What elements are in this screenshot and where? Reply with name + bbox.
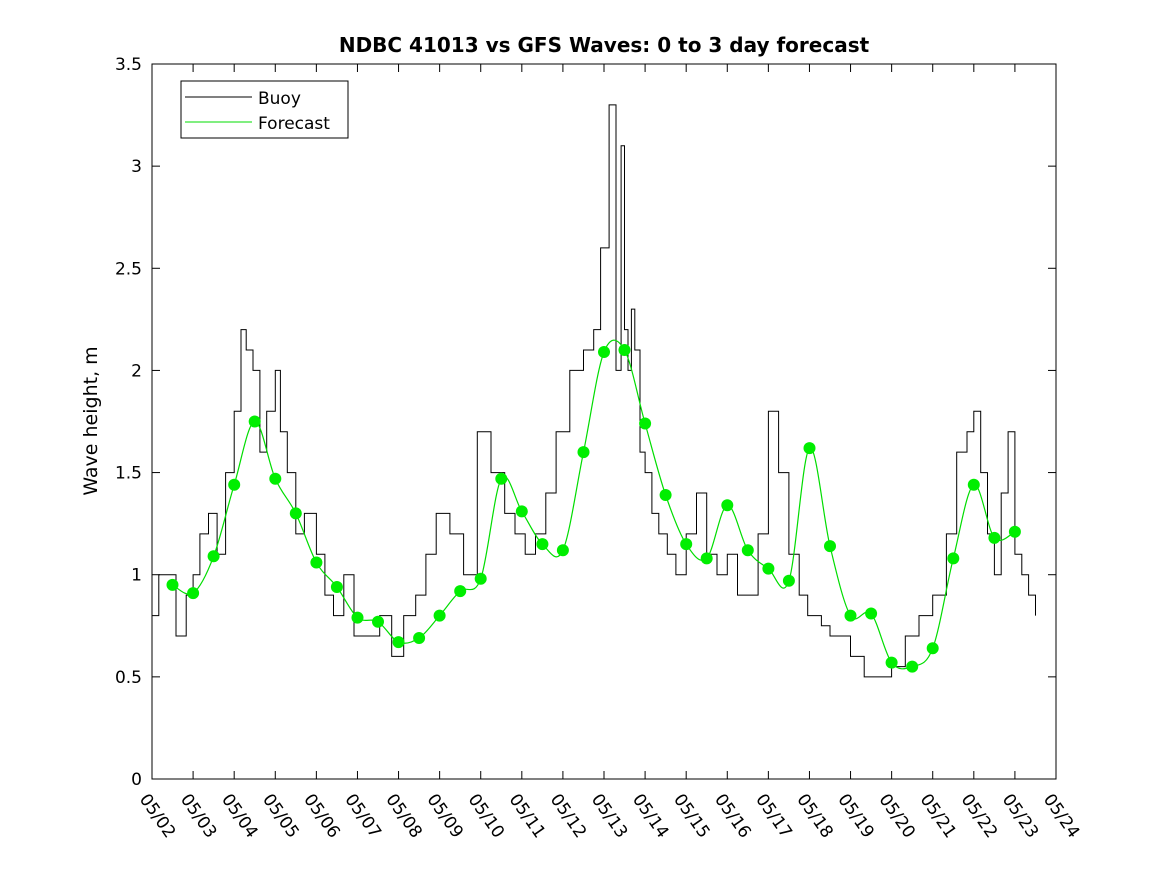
y-tick-label: 2.5 [115,259,142,279]
forecast-point [680,538,693,551]
x-tick-label: 05/03 [176,790,220,842]
x-tick-label: 05/02 [135,790,179,842]
legend-label-buoy: Buoy [258,89,301,109]
forecast-point [1008,525,1021,538]
forecast-point [556,544,569,557]
forecast-point [495,472,508,485]
y-axis-label: Wave height, m [80,346,102,495]
y-tick-label: 3.5 [115,55,142,75]
x-tick-label: 05/07 [340,790,384,842]
forecast-point [824,540,836,553]
x-tick-label: 05/20 [875,790,919,842]
chart-title: NDBC 41013 vs GFS Waves: 0 to 3 day fore… [339,33,870,57]
forecast-point [207,550,220,563]
x-tick-label: 05/14 [628,790,672,842]
y-tick-label: 0.5 [115,668,142,688]
plot-frame [151,63,1057,780]
x-tick-label: 05/23 [998,790,1042,842]
forecast-point [885,656,898,669]
forecast-point [598,346,610,358]
x-tick-label: 05/13 [587,790,631,842]
forecast-point [700,552,713,565]
forecast-point [392,636,405,649]
forecast-point [351,611,364,624]
forecast-point [659,489,672,501]
forecast-point [515,505,528,518]
x-tick-label: 05/16 [710,790,754,842]
forecast-point [330,581,343,593]
x-tick-label: 05/17 [751,790,795,842]
forecast-point [269,472,282,485]
forecast-point [967,478,980,491]
forecast-point [618,344,631,356]
x-tick-label: 05/05 [258,790,302,842]
series-line-buoy [152,104,1036,678]
x-tick-label: 05/22 [957,790,1001,842]
forecast-point [372,615,384,628]
forecast-point [433,609,446,622]
legend: Buoy Forecast [180,80,349,139]
y-tick-label: 2 [131,361,142,381]
y-tick-label: 0 [131,770,142,790]
series-line-forecast [172,339,1016,670]
x-tick-label: 05/04 [217,790,261,842]
forecast-point [413,632,426,644]
y-tick-label: 1.5 [115,464,142,484]
forecast-point [721,499,734,512]
x-tick-label: 05/11 [505,790,549,842]
forecast-point [762,562,775,575]
legend-label-forecast: Forecast [258,114,330,134]
forecast-point [741,544,754,557]
forecast-point [865,607,878,620]
forecast-point [577,446,590,459]
x-tick-label: 05/10 [464,790,508,842]
forecast-point [536,538,549,551]
forecast-point [289,507,302,520]
data-layer [152,104,1036,678]
x-tick-label: 05/18 [792,790,836,842]
forecast-point [988,531,1001,544]
forecast-point [474,572,487,585]
forecast-point [782,574,795,587]
x-tick-label: 05/24 [1039,790,1083,842]
forecast-point [228,478,241,491]
forecast-point [906,660,919,673]
x-tick-label: 05/19 [833,790,877,842]
forecast-point [248,415,261,428]
forecast-point [454,585,467,598]
legend-box [180,80,349,139]
forecast-point [926,642,939,655]
forecast-point [166,578,179,591]
forecast-point [187,587,200,600]
forecast-point [310,556,323,569]
forecast-point [844,609,857,622]
x-tick-label: 05/08 [381,790,425,842]
x-tick-label: 05/09 [423,790,467,842]
y-tick-label: 1 [131,566,142,586]
y-tick-label: 3 [131,157,142,177]
forecast-point [639,417,652,430]
forecast-point [803,442,816,455]
forecast-point [947,552,960,565]
x-tick-label: 05/15 [669,790,713,842]
x-tick-label: 05/12 [546,790,590,842]
x-tick-label: 05/21 [916,790,960,842]
x-tick-label: 05/06 [299,790,343,842]
